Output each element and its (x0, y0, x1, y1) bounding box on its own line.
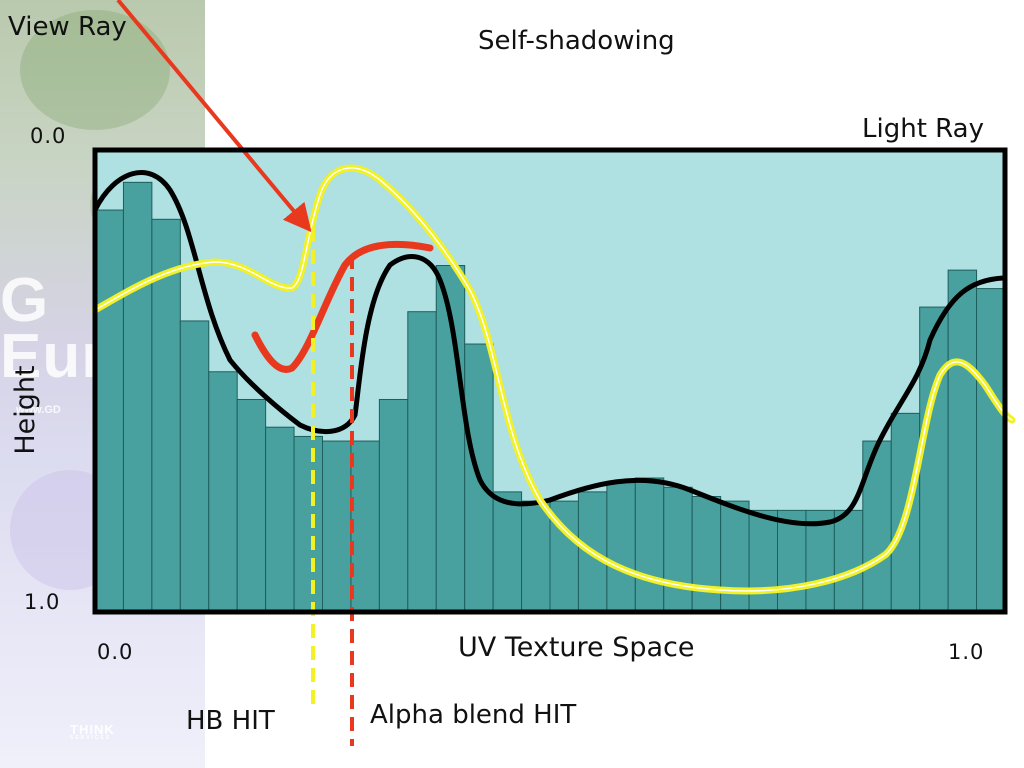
height-bar (236, 398, 267, 613)
height-bar (407, 311, 437, 613)
height-bar (777, 509, 807, 613)
height-bar (663, 486, 693, 613)
conference-watermark: G Eur (0, 270, 106, 388)
hb-hit-label: HB HIT (186, 706, 275, 736)
height-bar (378, 398, 409, 613)
watermark-line2: Eur (0, 322, 107, 391)
x-tick-label: 1.0 (948, 640, 985, 664)
hb-surface-curve-inner (94, 167, 1013, 592)
height-bar (634, 477, 665, 613)
height-bar (265, 426, 295, 613)
height-bar (179, 320, 210, 613)
true-surface-curve (92, 170, 1006, 527)
view-ray-label: View Ray (8, 12, 127, 42)
height-bar (94, 209, 124, 613)
height-bar (720, 500, 750, 613)
height-bar (947, 269, 978, 613)
height-bar (606, 482, 636, 613)
logo-text: THINK (70, 722, 115, 737)
height-bar (322, 440, 352, 613)
y-tick-label: 0.0 (30, 124, 67, 148)
height-bar (805, 509, 835, 613)
bars (94, 181, 1006, 613)
chart-title: Self-shadowing (478, 26, 675, 56)
x-tick-label: 0.0 (97, 640, 134, 664)
y-tick-label: 1.0 (24, 590, 61, 614)
watermark-url: www.GD (16, 404, 61, 416)
y-axis-label: Height (10, 365, 41, 455)
height-bar (293, 435, 323, 613)
alpha-hit-label: Alpha blend HIT (370, 700, 577, 730)
watermark-line1: G (0, 266, 50, 335)
plot-frame (92, 147, 1008, 615)
light-ray-label: Light Ray (862, 114, 984, 144)
height-bar (122, 181, 153, 613)
logo-subtext: SERVICES (70, 735, 112, 741)
height-bar (492, 491, 523, 613)
height-bar (577, 491, 608, 613)
think-services-logo: THINK SERVICES (70, 722, 115, 741)
height-bar (350, 440, 380, 613)
height-bar (976, 288, 1006, 613)
x-axis-label: UV Texture Space (458, 632, 695, 663)
height-bar (521, 500, 551, 613)
height-bar (208, 371, 238, 613)
view-ray-curve (251, 240, 434, 373)
height-bar (833, 509, 864, 613)
view-ray-arrow (116, 0, 312, 233)
height-bar (748, 509, 778, 613)
height-bar (151, 218, 181, 613)
height-bar (691, 496, 722, 613)
